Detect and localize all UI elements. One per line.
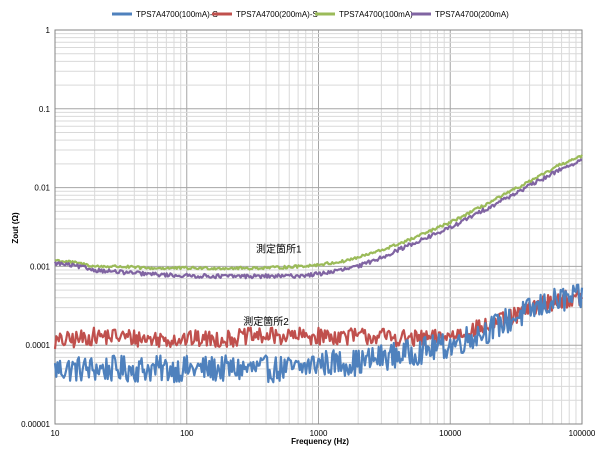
tick-labels: 10 100 1000 10000 100000 0.00001 0.0001 0.001 0.… <box>21 26 596 438</box>
x-tick-label: 100 <box>180 429 194 438</box>
series-layer <box>53 154 584 384</box>
legend-label: TPS7A4700(200mA)-S <box>236 10 318 19</box>
y-tick-label: 0.001 <box>30 262 51 271</box>
legend-label: TPS7A4700(100mA)-S <box>136 10 218 19</box>
x-tick-label: 10 <box>51 429 60 438</box>
annotation-label: 測定箇所1 <box>256 243 302 256</box>
y-tick-label: 1 <box>46 26 51 35</box>
series-line <box>53 283 584 384</box>
x-tick-label: 10000 <box>439 429 462 438</box>
annotation-label: 測定箇所2 <box>243 315 289 328</box>
x-tick-label: 100000 <box>569 429 596 438</box>
series-line <box>54 154 583 271</box>
plot-border <box>54 29 583 425</box>
y-tick-label: 0.1 <box>39 105 51 114</box>
legend: TPS7A4700(100mA)-S TPS7A4700(200mA)-S TPS7… <box>112 10 509 19</box>
series-line <box>53 158 583 280</box>
y-tick-label: 0.00001 <box>21 420 50 429</box>
legend-label: TPS7A4700(200mA) <box>435 10 509 19</box>
x-axis-title: Frequency (Hz) <box>291 437 349 446</box>
legend-label: TPS7A4700(100mA) <box>339 10 413 19</box>
y-tick-label: 0.0001 <box>26 341 51 350</box>
x-tick-label: 1000 <box>310 429 328 438</box>
y-tick-label: 0.01 <box>34 184 50 193</box>
annotations: 測定箇所1 測定箇所2 <box>243 243 302 329</box>
y-axis-title: Zout (Ω) <box>11 212 20 244</box>
